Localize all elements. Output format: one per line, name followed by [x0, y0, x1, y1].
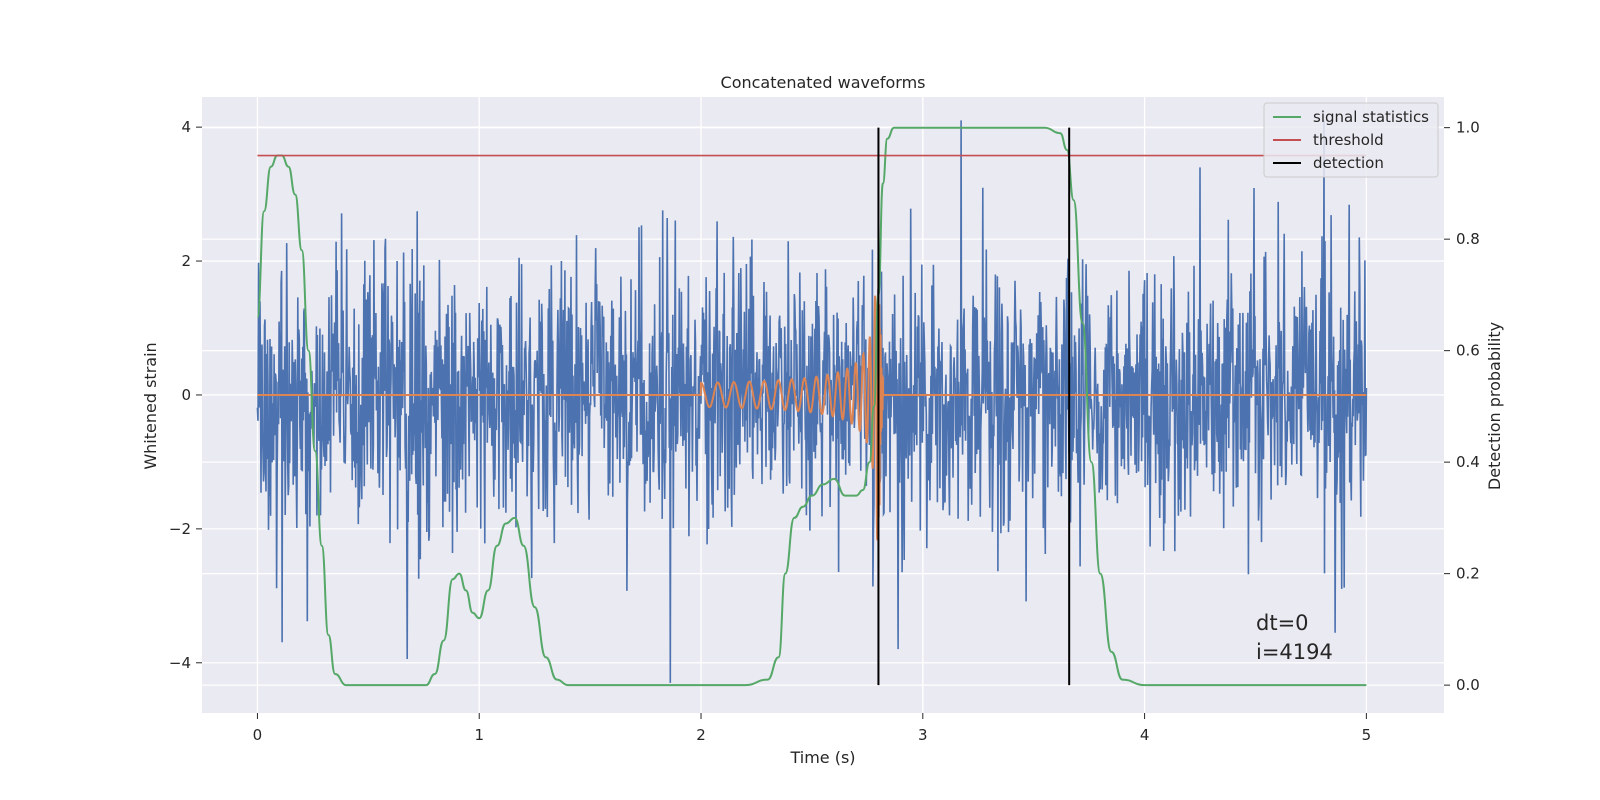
y-tick-label-3: 2 [181, 252, 191, 270]
chart-title: Concatenated waveforms [721, 73, 926, 92]
legend-box [1263, 102, 1439, 178]
y-axis-label-left: Whitened strain [141, 342, 160, 469]
x-tick-label-5: 5 [1362, 726, 1372, 744]
y2-tick-label-0: 0.0 [1456, 676, 1480, 694]
x-axis: 0 1 2 3 4 5 [253, 713, 1371, 744]
y-axis-left: −4 −2 0 2 4 [169, 118, 202, 672]
y-axis-right: 0.0 0.2 0.4 0.6 0.8 1.0 [1444, 119, 1480, 694]
series-line-template [257, 256, 1367, 541]
y2-tick-label-5: 1.0 [1456, 119, 1480, 137]
legend-label-detection: detection [1313, 154, 1384, 172]
x-tick-label-3: 3 [918, 726, 928, 744]
y2-tick-label-4: 0.8 [1456, 230, 1480, 248]
legend-label-threshold: threshold [1313, 131, 1384, 149]
signal-statistics-layer [256, 126, 1367, 687]
annotation-iteration: i=4194 [1256, 640, 1333, 664]
x-tick-label-0: 0 [253, 726, 263, 744]
y-tick-label-0: −4 [169, 654, 191, 672]
y2-tick-label-2: 0.4 [1456, 453, 1480, 471]
x-tick-label-2: 2 [696, 726, 706, 744]
y-tick-label-4: 4 [181, 118, 191, 136]
y-tick-label-2: 0 [181, 386, 191, 404]
series-line-signal-statistics [256, 126, 1367, 687]
legend-label-signal-statistics: signal statistics [1313, 108, 1429, 126]
legend: signal statistics threshold detection [1263, 102, 1439, 178]
x-axis-label: Time (s) [789, 748, 855, 767]
y2-tick-label-1: 0.2 [1456, 565, 1480, 583]
x-tick-label-1: 1 [474, 726, 484, 744]
grid [202, 97, 1444, 713]
annotation-dt: dt=0 [1256, 611, 1309, 635]
template-layer [257, 256, 1367, 541]
x-tick-label-4: 4 [1140, 726, 1150, 744]
y-axis-label-right: Detection probability [1485, 322, 1504, 490]
y-tick-label-1: −2 [169, 520, 191, 538]
y2-tick-label-3: 0.6 [1456, 342, 1480, 360]
